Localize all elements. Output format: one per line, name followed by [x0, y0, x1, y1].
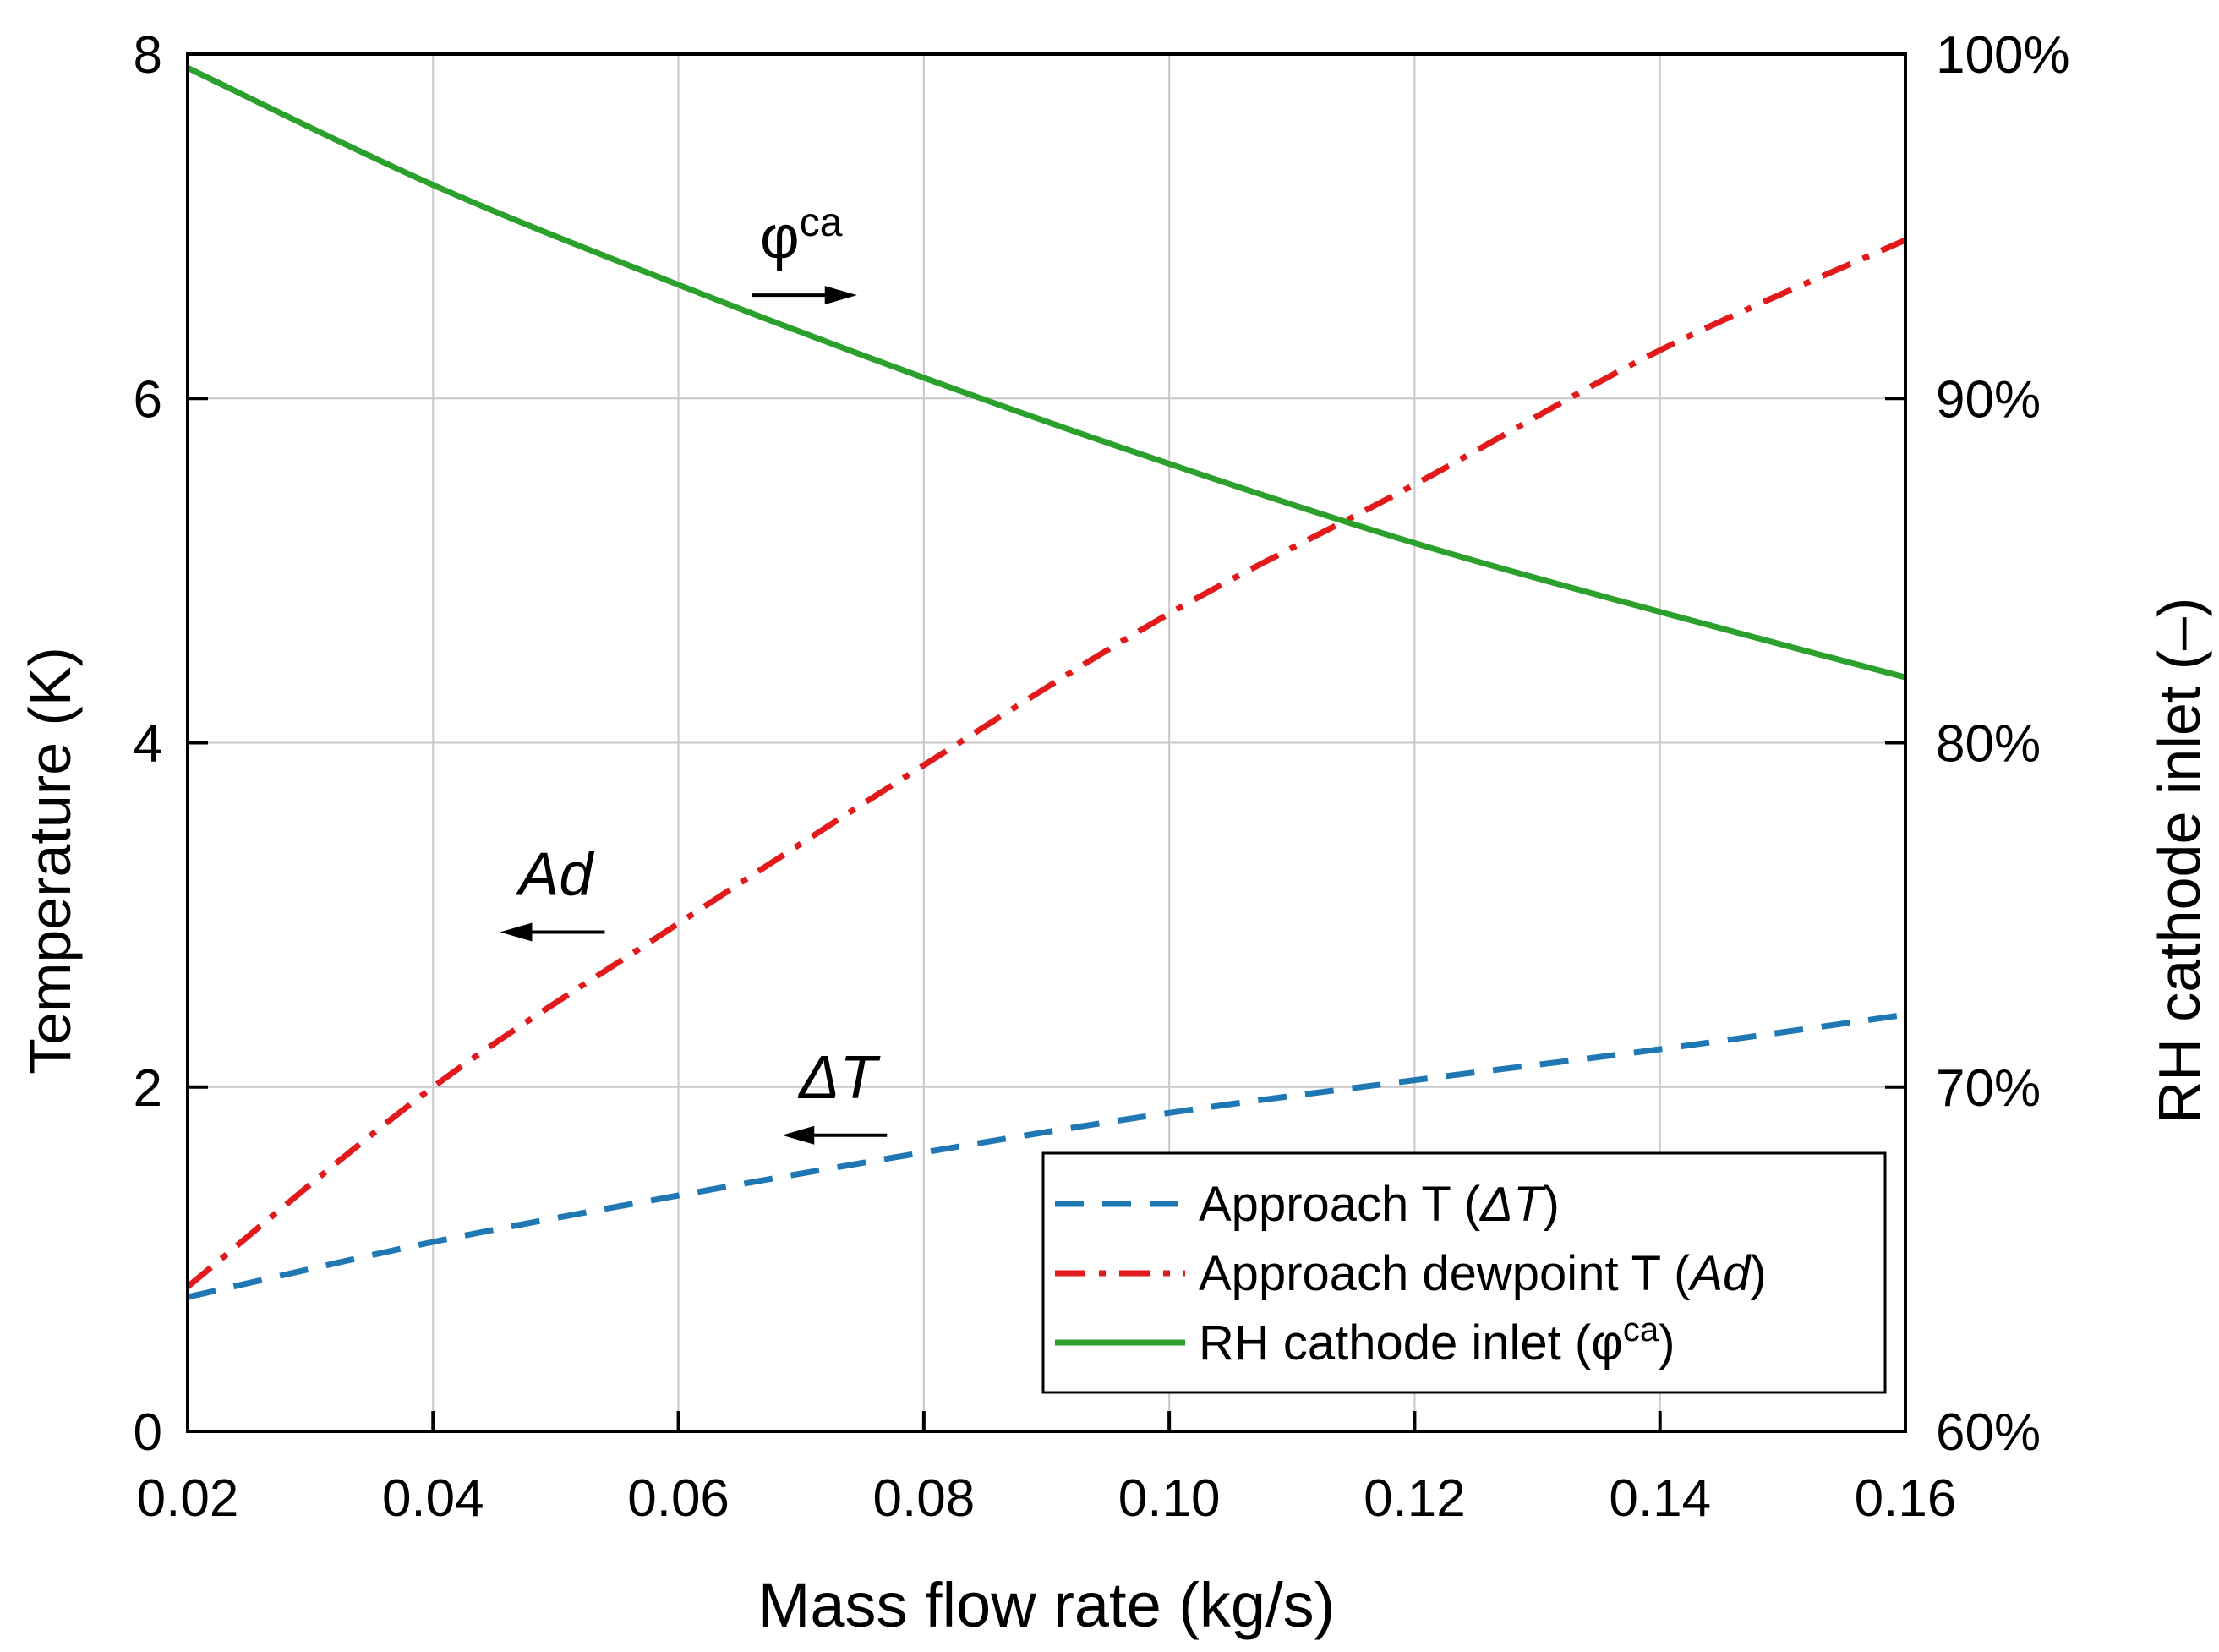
x-tick-label: 0.04: [382, 1469, 484, 1528]
annotation-2: ΔT: [782, 1044, 888, 1145]
x-tick-label: 0.16: [1855, 1469, 1957, 1528]
ticks: [186, 52, 1907, 1433]
y-axis-label: Temperature (K): [17, 647, 83, 1075]
legend-entry-0: Approach T (ΔT): [1055, 1177, 1560, 1232]
annotation-0: φca: [752, 200, 857, 305]
annotation-arrow-head: [500, 922, 533, 942]
series-line-0: [187, 1011, 1906, 1300]
legend-entry-2: RH cathode inlet (φca): [1055, 1311, 1675, 1370]
x-tick-label: 0.10: [1118, 1469, 1221, 1528]
annotation-label: ΔT: [797, 1044, 881, 1112]
legend-entry-1: Approach dewpoint T (Ad): [1055, 1246, 1767, 1301]
y-tick-label: 6: [134, 370, 162, 429]
series-lines: [185, 65, 1907, 1300]
annotation-label: Ad: [515, 840, 594, 908]
legend: Approach T (ΔT) Approach dewpoint T (Ad) R…: [1041, 1151, 1887, 1394]
y2-tick-label: 90%: [1936, 370, 2041, 429]
legend-label: Approach dewpoint T (Ad): [1199, 1246, 1767, 1301]
annotation-1: Ad: [500, 840, 605, 942]
y2-tick-label: 60%: [1936, 1403, 2041, 1462]
y-tick-label: 2: [134, 1059, 162, 1118]
y-tick-label: 0: [134, 1403, 162, 1462]
x-tick-label: 0.06: [627, 1469, 730, 1528]
legend-close: ): [1659, 1316, 1675, 1370]
legend-label: RH cathode inlet (φca): [1199, 1311, 1675, 1370]
legend-label: Approach T (ΔT): [1199, 1177, 1560, 1232]
series-line-1: [185, 237, 1907, 1289]
annotation-arrow-head: [782, 1125, 815, 1145]
y2-tick-label: 100%: [1936, 26, 2070, 85]
x-tick-label: 0.14: [1609, 1469, 1711, 1528]
series-line-2: [186, 65, 1906, 681]
x-tick-label: 0.02: [137, 1469, 239, 1528]
annotation-sup: ca: [800, 200, 843, 245]
x-tick-label: 0.12: [1364, 1469, 1466, 1528]
annotation-label: φca: [760, 200, 843, 271]
x-tick-label: 0.08: [873, 1469, 976, 1528]
legend-symbol: φ: [1591, 1316, 1623, 1370]
y-tick-label: 8: [134, 26, 162, 85]
legend-symbol: Ad: [1687, 1246, 1752, 1301]
tick-labels: 0.02 0.04 0.06 0.08 0.10 0.12 0.14 0.16 0 2 4 6 8 60%…: [134, 26, 2070, 1528]
y-tick-label: 4: [134, 715, 162, 774]
y2-tick-label: 80%: [1936, 715, 2041, 774]
y2-axis-label: RH cathode inlet (–): [2146, 598, 2212, 1124]
legend-sup: ca: [1623, 1311, 1659, 1348]
legend-symbol: ΔT: [1478, 1177, 1546, 1232]
y2-tick-label: 70%: [1936, 1059, 2041, 1118]
x-axis-label: Mass flow rate (kg/s): [758, 1570, 1336, 1640]
annotation-arrow-head: [824, 286, 857, 305]
